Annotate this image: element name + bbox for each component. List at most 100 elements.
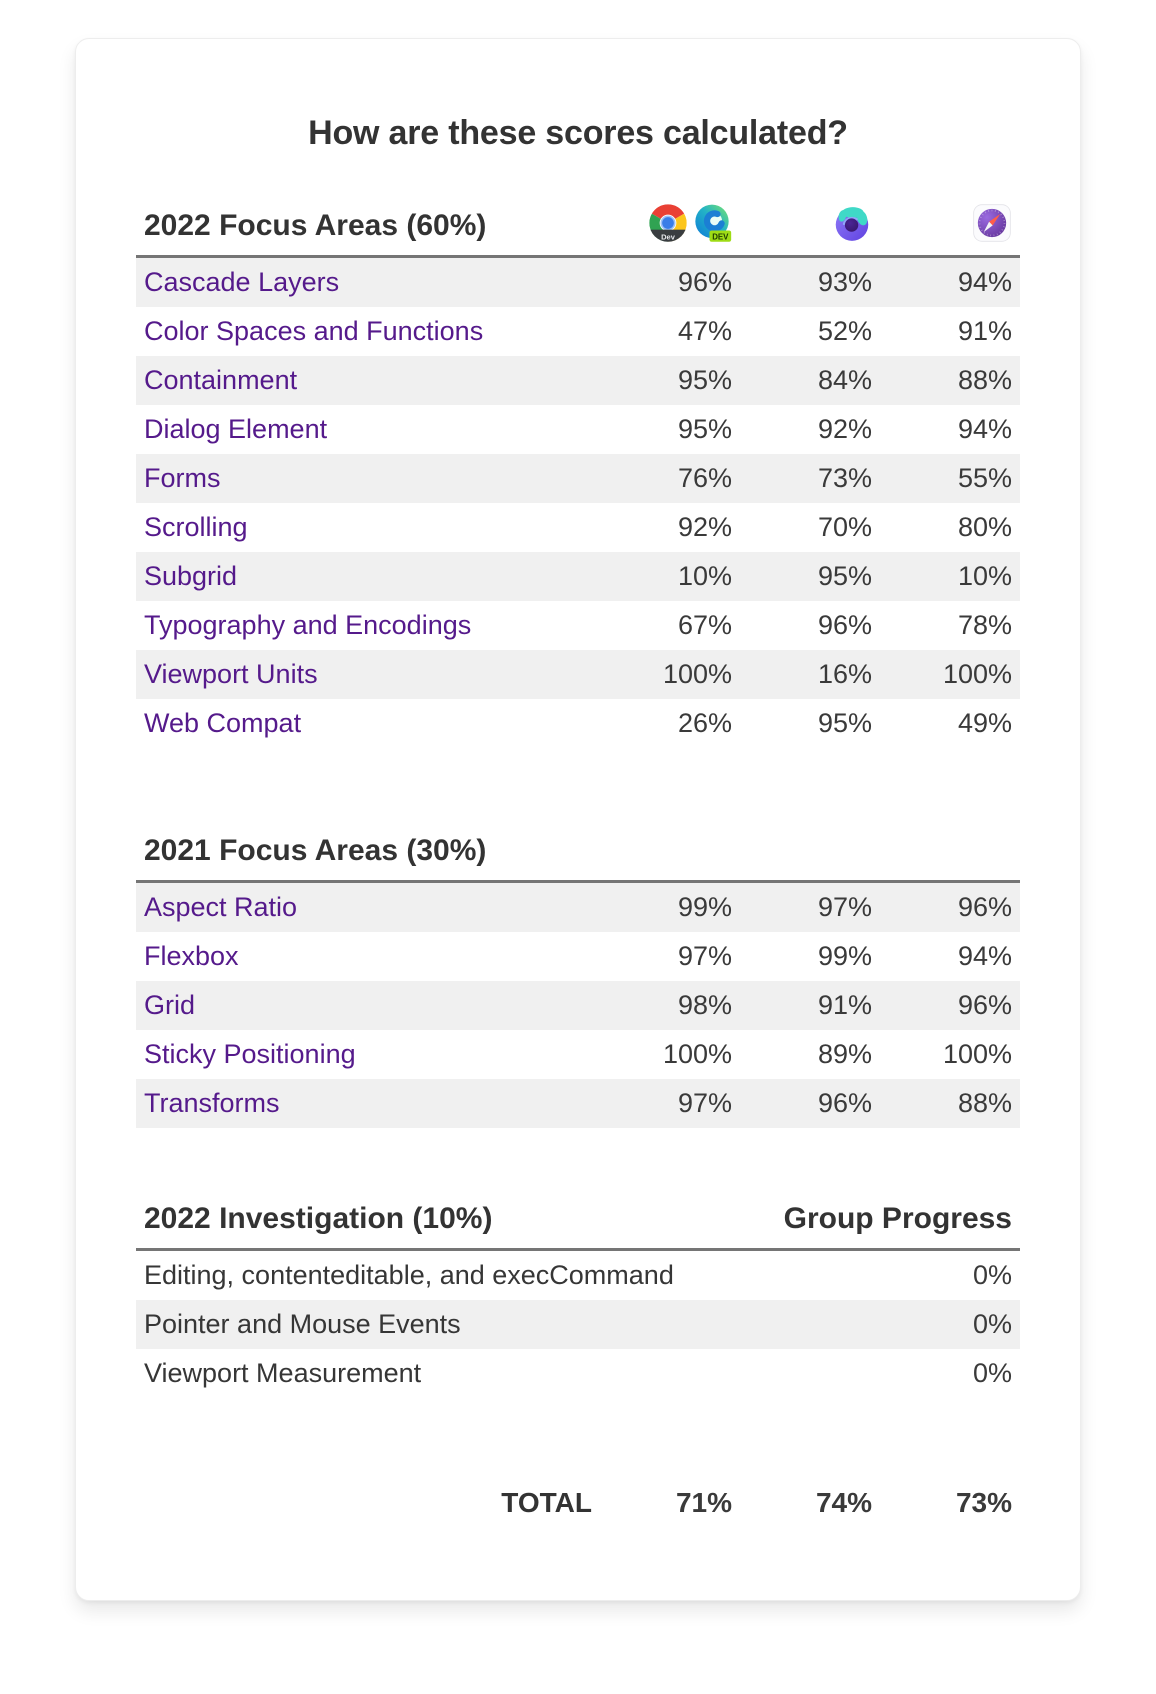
focus-area-link[interactable]: Flexbox (144, 941, 239, 971)
score-cell: 80% (957, 512, 1012, 542)
scores-card: How are these scores calculated? 2022 Fo… (75, 38, 1081, 1601)
score-cell: 52% (817, 316, 872, 346)
score-cell: 55% (957, 463, 1012, 493)
focus-areas-2022-table: 2022 Focus Areas (60%) (136, 203, 1020, 748)
score-cell: 76% (677, 463, 732, 493)
progress-cell: 0% (972, 1260, 1012, 1290)
score-cell: 91% (957, 316, 1012, 346)
table-row: Viewport Units 100% 16% 100% (136, 650, 1020, 699)
score-cell: 91% (817, 990, 872, 1020)
table-row: Forms 76% 73% 55% (136, 454, 1020, 503)
total-row: TOTAL 71% 74% 73% (136, 1478, 1020, 1527)
focus-area-link[interactable]: Cascade Layers (144, 267, 340, 297)
score-cell: 67% (677, 610, 732, 640)
score-cell: 100% (662, 659, 732, 689)
progress-cell: 0% (972, 1358, 1012, 1388)
table-row: Color Spaces and Functions 47% 52% 91% (136, 307, 1020, 356)
score-cell: 88% (957, 1088, 1012, 1118)
total-row-table: TOTAL 71% 74% 73% (136, 1478, 1020, 1527)
focus-area-link[interactable]: Viewport Units (144, 659, 318, 689)
score-cell: 98% (677, 990, 732, 1020)
score-cell: 95% (817, 708, 872, 738)
focus-area-link[interactable]: Transforms (144, 1088, 280, 1118)
score-cell: 99% (677, 892, 732, 922)
focus-area-link[interactable]: Typography and Encodings (144, 610, 472, 640)
score-cell: 96% (677, 267, 732, 297)
score-cell: 96% (817, 610, 872, 640)
score-cell: 94% (957, 267, 1012, 297)
total-score-cell: 74% (815, 1487, 872, 1518)
score-cell: 93% (817, 267, 872, 297)
table-row: Editing, contenteditable, and execComman… (136, 1250, 1020, 1301)
focus-area-link[interactable]: Scrolling (144, 512, 248, 542)
score-cell: 26% (677, 708, 732, 738)
table-row: Scrolling 92% 70% 80% (136, 503, 1020, 552)
score-cell: 100% (662, 1039, 732, 1069)
chrome-dev-icon: Dev (649, 204, 687, 242)
focus-area-link[interactable]: Containment (144, 365, 298, 395)
table-row: Grid 98% 91% 96% (136, 981, 1020, 1030)
table-row: Viewport Measurement 0% (136, 1349, 1020, 1398)
chrome-dev-badge-label: Dev (661, 232, 676, 241)
chromium-column-header: Dev (600, 203, 740, 258)
score-cell: 73% (817, 463, 872, 493)
table-row: Aspect Ratio 99% 97% 96% (136, 881, 1020, 932)
investigation-label: Viewport Measurement (144, 1358, 422, 1388)
investigation-label: Editing, contenteditable, and execComman… (144, 1260, 674, 1290)
total-score-cell: 71% (675, 1487, 732, 1518)
focus-area-link[interactable]: Aspect Ratio (144, 892, 298, 922)
safari-column-header (880, 203, 1020, 258)
table-row: Containment 95% 84% 88% (136, 356, 1020, 405)
table-row: Dialog Element 95% 92% 94% (136, 405, 1020, 454)
score-cell: 94% (957, 414, 1012, 444)
score-cell: 88% (957, 365, 1012, 395)
score-cell: 99% (817, 941, 872, 971)
table-row: Cascade Layers 96% 93% 94% (136, 256, 1020, 307)
focus-area-link[interactable]: Forms (144, 463, 221, 493)
score-cell: 10% (957, 561, 1012, 591)
score-cell: 70% (817, 512, 872, 542)
score-cell: 84% (817, 365, 872, 395)
table-row: Typography and Encodings 67% 96% 78% (136, 601, 1020, 650)
focus-area-link[interactable]: Subgrid (144, 561, 238, 591)
safari-technology-preview-icon (973, 204, 1011, 242)
edge-dev-icon: DEV (695, 204, 732, 242)
table-header-row: 2022 Investigation (10%) Group Progress (136, 1202, 1020, 1251)
score-cell: 97% (677, 941, 732, 971)
score-cell: 89% (817, 1039, 872, 1069)
section-heading-2022-focus: 2022 Focus Areas (60%) (136, 203, 600, 258)
table-row: Web Compat 26% 95% 49% (136, 699, 1020, 748)
table-header-row: 2021 Focus Areas (30%) (136, 834, 1020, 883)
section-heading-2022-investigation: 2022 Investigation (10%) (136, 1202, 720, 1251)
score-cell: 100% (942, 659, 1012, 689)
focus-area-link[interactable]: Grid (144, 990, 196, 1020)
total-label: TOTAL (501, 1487, 592, 1518)
score-cell: 49% (957, 708, 1012, 738)
focus-area-link[interactable]: Color Spaces and Functions (144, 316, 484, 346)
table-row: Flexbox 97% 99% 94% (136, 932, 1020, 981)
group-progress-column-header: Group Progress (720, 1202, 1020, 1251)
score-cell: 95% (677, 414, 732, 444)
score-cell: 47% (677, 316, 732, 346)
table-row: Subgrid 10% 95% 10% (136, 552, 1020, 601)
table-row: Sticky Positioning 100% 89% 100% (136, 1030, 1020, 1079)
investigation-label: Pointer and Mouse Events (144, 1309, 461, 1339)
total-score-cell: 73% (955, 1487, 1012, 1518)
score-cell: 95% (817, 561, 872, 591)
focus-area-link[interactable]: Web Compat (144, 708, 302, 738)
focus-area-link[interactable]: Sticky Positioning (144, 1039, 356, 1069)
score-cell: 92% (677, 512, 732, 542)
section-heading-2021-focus: 2021 Focus Areas (30%) (136, 834, 600, 883)
progress-cell: 0% (972, 1309, 1012, 1339)
investigation-2022-table: 2022 Investigation (10%) Group Progress … (136, 1202, 1020, 1398)
focus-area-link[interactable]: Dialog Element (144, 414, 328, 444)
focus-areas-2021-table: 2021 Focus Areas (30%) Aspect Ratio 99% … (136, 834, 1020, 1128)
firefox-nightly-icon (835, 207, 869, 241)
edge-dev-badge-label: DEV (712, 232, 729, 241)
score-cell: 10% (677, 561, 732, 591)
table-header-row: 2022 Focus Areas (60%) (136, 203, 1020, 258)
score-cell: 16% (817, 659, 872, 689)
score-cell: 95% (677, 365, 732, 395)
page-title: How are these scores calculated? (308, 114, 848, 152)
score-cell: 100% (942, 1039, 1012, 1069)
